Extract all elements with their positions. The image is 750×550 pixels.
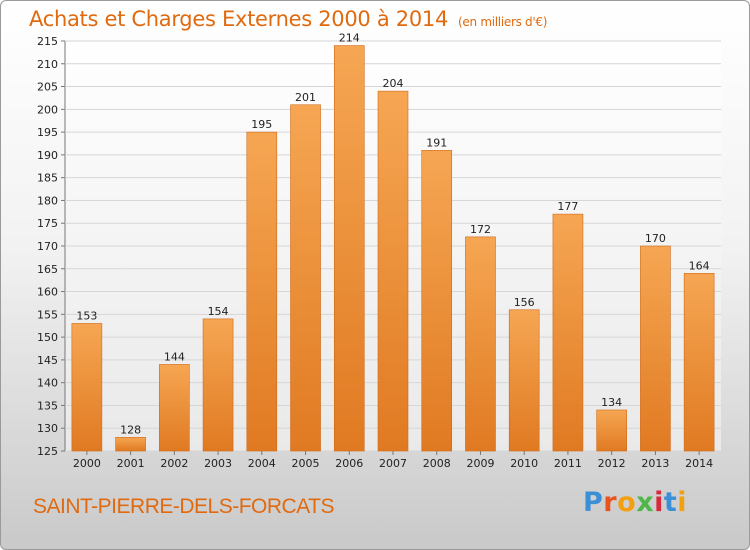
x-tick-label: 2014	[685, 457, 713, 470]
x-axis-ticks: 2000 2001 2002 2003 2004 2005 2006 2007 2008 2009…	[73, 451, 713, 470]
y-tick-label: 135	[37, 399, 58, 412]
bar-value-label: 191	[426, 136, 447, 149]
bar	[552, 213, 584, 452]
chart-subtitle: (en milliers d'€)	[458, 15, 548, 29]
y-tick-label: 155	[37, 308, 58, 321]
x-tick-label: 2011	[554, 457, 582, 470]
y-tick-label: 160	[37, 286, 58, 299]
town-name: SAINT-PIERRE-DELS-FORCATS	[33, 495, 334, 518]
x-tick-label: 2001	[117, 457, 145, 470]
x-tick-label: 2007	[379, 457, 407, 470]
bar-value-label: 154	[208, 305, 229, 318]
logo-letter: r	[603, 487, 618, 518]
bar	[640, 245, 671, 452]
bar	[377, 90, 409, 452]
y-tick-label: 185	[37, 172, 58, 185]
y-tick-label: 150	[37, 331, 58, 344]
logo-letter: i	[677, 487, 688, 518]
bar-value-label: 144	[164, 350, 185, 363]
bars	[71, 45, 715, 452]
y-tick-label: 195	[37, 126, 58, 139]
bar	[202, 318, 234, 452]
proxiti-logo: Proxiti	[583, 487, 687, 518]
y-tick-label: 170	[37, 240, 58, 253]
y-tick-label: 200	[37, 103, 58, 116]
bar-value-label: 172	[470, 223, 491, 236]
bar-value-label: 204	[383, 77, 404, 90]
logo-letter: P	[583, 487, 604, 518]
bar	[508, 309, 540, 452]
y-tick-label: 140	[37, 377, 58, 390]
y-tick-label: 145	[37, 354, 58, 367]
bar-value-label: 153	[76, 309, 97, 322]
bar-value-label: 177	[557, 200, 578, 213]
bar-value-label: 128	[120, 423, 141, 436]
logo-letter: i	[654, 487, 664, 518]
y-tick-label: 165	[37, 263, 58, 276]
x-tick-label: 2012	[598, 457, 626, 470]
bar	[333, 45, 365, 452]
value-labels: 153 128 144 154 195 201 214 204 191 172 156 177 134 1…	[76, 32, 709, 437]
x-tick-label: 2002	[160, 457, 188, 470]
bar	[421, 150, 453, 452]
x-tick-label: 2009	[466, 457, 494, 470]
bar-value-label: 170	[645, 232, 666, 245]
bar	[596, 409, 627, 452]
bar-value-label: 156	[514, 296, 535, 309]
x-tick-label: 2008	[423, 457, 451, 470]
x-tick-label: 2010	[510, 457, 538, 470]
y-tick-label: 175	[37, 217, 58, 230]
logo-letter: x	[636, 487, 655, 518]
bar	[159, 364, 190, 452]
logo-letter: o	[617, 487, 637, 518]
x-tick-label: 2005	[292, 457, 320, 470]
y-tick-label: 210	[37, 58, 58, 71]
x-tick-label: 2006	[335, 457, 363, 470]
bar	[115, 437, 146, 452]
bar	[683, 273, 715, 452]
bar-value-label: 164	[689, 259, 710, 272]
y-tick-label: 215	[37, 35, 58, 48]
chart-title: Achats et Charges Externes 2000 à 2014 (e…	[29, 7, 547, 31]
y-tick-label: 130	[37, 422, 58, 435]
y-axis-ticks: 125 130 135 140 145 150 155 160 165 170 175 180 185 1…	[37, 35, 65, 458]
bar	[246, 131, 278, 452]
x-tick-label: 2004	[248, 457, 276, 470]
x-tick-label: 2013	[641, 457, 669, 470]
bar-value-label: 195	[251, 118, 272, 131]
x-tick-label: 2003	[204, 457, 232, 470]
logo-letter: t	[663, 487, 678, 518]
bar	[290, 104, 321, 452]
y-tick-label: 205	[37, 81, 58, 94]
x-tick-label: 2000	[73, 457, 101, 470]
bar-value-label: 201	[295, 91, 316, 104]
chart-title-text: Achats et Charges Externes 2000 à 2014	[29, 7, 449, 31]
bar-value-label: 134	[601, 396, 622, 409]
bar	[465, 236, 496, 452]
y-tick-label: 180	[37, 194, 58, 207]
y-tick-label: 125	[37, 445, 58, 458]
bar	[71, 323, 103, 452]
y-tick-label: 190	[37, 149, 58, 162]
bar-value-label: 214	[339, 32, 360, 45]
